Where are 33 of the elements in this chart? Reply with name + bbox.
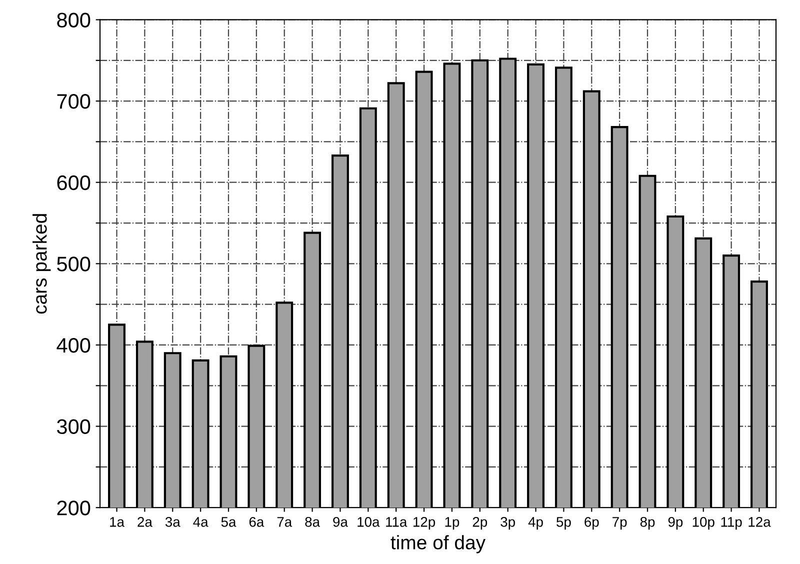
y-tick-label: 200 xyxy=(57,500,90,516)
x-tick-label: 3a xyxy=(165,516,180,527)
x-tick-label: 12a xyxy=(748,516,771,527)
x-tick-label: 11p xyxy=(721,517,742,530)
y-tick-label: 300 xyxy=(57,419,90,434)
y-tick-label: 500 xyxy=(57,256,90,272)
y-tick-label: 700 xyxy=(57,94,90,109)
x-tick-label: 2p xyxy=(472,516,488,530)
x-tick-label: 9a xyxy=(333,516,348,527)
x-tick-label: 8p xyxy=(640,516,655,530)
x-tick-label: 2a xyxy=(138,516,152,527)
x-tick-label: 8a xyxy=(305,516,320,527)
x-tick-label: 5a xyxy=(221,517,236,527)
y-tick-label: 800 xyxy=(57,12,90,28)
x-tick-label: 5p xyxy=(556,517,571,530)
y-tick-label: 600 xyxy=(57,175,90,190)
x-tick-label: 11a xyxy=(386,517,408,527)
x-tick-label: 10a xyxy=(358,516,380,527)
x-tick-label: 6p xyxy=(584,516,599,530)
x-tick-label: 3p xyxy=(500,516,515,530)
x-tick-label: 4p xyxy=(528,517,543,530)
x-tick-label: 7a xyxy=(277,517,292,527)
x-tick-label: 12p xyxy=(414,516,436,530)
x-tick-label: 10p xyxy=(692,516,714,530)
x-tick-label: 1p xyxy=(445,517,460,530)
x-tick-label: 9p xyxy=(668,516,683,530)
x-tick-label: 7p xyxy=(612,517,627,530)
y-tick-label: 400 xyxy=(56,338,90,353)
x-axis-title: time of day xyxy=(390,535,486,554)
x-tick-label: 1a xyxy=(110,517,124,527)
x-tick-label: 6a xyxy=(249,516,264,527)
y-axis-title: cars parked xyxy=(32,214,51,314)
x-tick-label: 4a xyxy=(193,517,208,527)
